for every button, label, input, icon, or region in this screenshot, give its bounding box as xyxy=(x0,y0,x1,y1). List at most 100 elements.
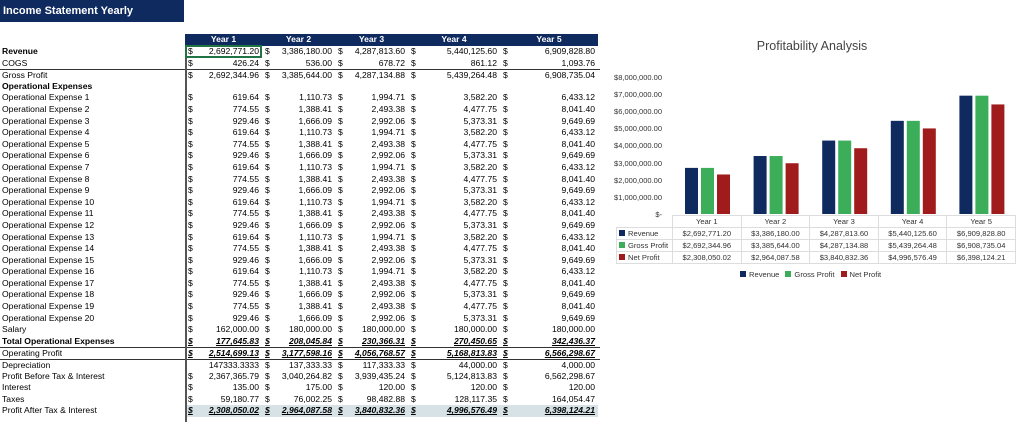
value-cell[interactable]: $6,433.12 xyxy=(500,162,598,174)
value-cell[interactable]: $4,996,576.49 xyxy=(408,405,500,417)
value-cell[interactable]: $929.46 xyxy=(185,185,262,197)
value-cell[interactable]: $180,000.00 xyxy=(335,324,408,336)
value-cell[interactable]: $4,477.75 xyxy=(408,104,500,116)
value-cell[interactable]: $1,388.41 xyxy=(262,139,335,151)
value-cell[interactable]: $2,493.38 xyxy=(335,104,408,116)
value-cell[interactable]: $3,582.20 xyxy=(408,127,500,139)
value-cell[interactable]: $1,388.41 xyxy=(262,104,335,116)
value-cell[interactable]: $1,994.71 xyxy=(335,162,408,174)
value-cell[interactable]: $619.64 xyxy=(185,127,262,139)
value-cell[interactable]: $536.00 xyxy=(262,58,335,70)
value-cell[interactable]: $1,666.09 xyxy=(262,185,335,197)
value-cell[interactable]: $5,373.31 xyxy=(408,255,500,267)
value-cell[interactable]: $2,367,365.79 xyxy=(185,371,262,383)
value-cell[interactable]: $270,450.65 xyxy=(408,336,500,348)
value-cell[interactable]: $1,388.41 xyxy=(262,174,335,186)
value-cell[interactable]: $4,477.75 xyxy=(408,301,500,313)
value-cell[interactable]: $774.55 xyxy=(185,243,262,255)
value-cell[interactable]: $2,964,087.58 xyxy=(262,405,335,417)
value-cell[interactable]: $8,041.40 xyxy=(500,278,598,290)
value-cell[interactable]: $861.12 xyxy=(408,58,500,70)
value-cell[interactable]: $929.46 xyxy=(185,220,262,232)
value-cell[interactable]: $2,493.38 xyxy=(335,139,408,151)
value-cell[interactable]: $2,992.06 xyxy=(335,150,408,162)
value-cell[interactable]: $929.46 xyxy=(185,289,262,301)
value-cell[interactable]: $120.00 xyxy=(500,382,598,394)
value-cell[interactable]: $5,373.31 xyxy=(408,220,500,232)
value-cell[interactable]: 147333.3333 xyxy=(185,360,262,371)
value-cell[interactable]: $8,041.40 xyxy=(500,208,598,220)
value-cell[interactable]: $2,493.38 xyxy=(335,174,408,186)
value-cell[interactable]: $2,992.06 xyxy=(335,289,408,301)
value-cell[interactable]: $4,287,134.88 xyxy=(335,70,408,81)
value-cell[interactable]: $619.64 xyxy=(185,197,262,209)
value-cell[interactable]: $3,582.20 xyxy=(408,266,500,278)
value-cell[interactable]: $9,649.69 xyxy=(500,220,598,232)
value-cell[interactable]: $4,477.75 xyxy=(408,174,500,186)
value-cell[interactable]: $6,566,298.67 xyxy=(500,348,598,359)
value-cell[interactable]: $4,477.75 xyxy=(408,278,500,290)
value-cell[interactable]: $3,385,644.00 xyxy=(262,70,335,81)
value-cell[interactable]: $1,388.41 xyxy=(262,278,335,290)
value-cell[interactable]: $929.46 xyxy=(185,150,262,162)
value-cell[interactable]: $2,992.06 xyxy=(335,255,408,267)
value-cell[interactable]: $162,000.00 xyxy=(185,324,262,336)
value-cell[interactable]: $3,177,598.16 xyxy=(262,348,335,359)
value-cell[interactable]: $1,666.09 xyxy=(262,116,335,128)
value-cell[interactable]: $619.64 xyxy=(185,232,262,244)
value-cell[interactable]: $2,992.06 xyxy=(335,220,408,232)
value-cell[interactable]: $8,041.40 xyxy=(500,301,598,313)
value-cell[interactable]: $6,909,828.80 xyxy=(500,46,598,58)
value-cell[interactable]: $1,110.73 xyxy=(262,127,335,139)
value-cell[interactable]: $1,994.71 xyxy=(335,197,408,209)
value-cell[interactable]: $426.24 xyxy=(185,58,262,70)
value-cell[interactable]: $180,000.00 xyxy=(408,324,500,336)
value-cell[interactable]: $1,110.73 xyxy=(262,266,335,278)
value-cell[interactable]: $9,649.69 xyxy=(500,255,598,267)
value-cell[interactable]: $4,477.75 xyxy=(408,243,500,255)
value-cell[interactable]: $1,110.73 xyxy=(262,162,335,174)
value-cell[interactable]: $9,649.69 xyxy=(500,313,598,325)
value-cell[interactable]: $2,493.38 xyxy=(335,278,408,290)
value-cell[interactable]: $619.64 xyxy=(185,266,262,278)
value-cell[interactable]: $1,388.41 xyxy=(262,301,335,313)
value-cell[interactable]: $6,433.12 xyxy=(500,197,598,209)
value-cell[interactable]: $6,433.12 xyxy=(500,127,598,139)
value-cell[interactable]: $619.64 xyxy=(185,92,262,104)
value-cell[interactable]: $3,582.20 xyxy=(408,232,500,244)
value-cell[interactable]: $4,287,813.60 xyxy=(335,46,408,58)
value-cell[interactable]: $2,493.38 xyxy=(335,243,408,255)
value-cell[interactable]: $2,692,344.96 xyxy=(185,70,262,81)
value-cell[interactable]: $1,388.41 xyxy=(262,243,335,255)
value-cell[interactable]: $5,373.31 xyxy=(408,289,500,301)
value-cell[interactable]: $1,666.09 xyxy=(262,289,335,301)
value-cell[interactable]: $774.55 xyxy=(185,301,262,313)
value-cell[interactable]: $619.64 xyxy=(185,162,262,174)
value-cell[interactable]: $175.00 xyxy=(262,382,335,394)
value-cell[interactable]: $929.46 xyxy=(185,255,262,267)
value-cell[interactable]: $9,649.69 xyxy=(500,185,598,197)
value-cell[interactable]: $1,666.09 xyxy=(262,313,335,325)
value-cell[interactable]: $164,054.47 xyxy=(500,394,598,406)
value-cell[interactable]: $6,562,298.67 xyxy=(500,371,598,383)
value-cell[interactable]: $177,645.83 xyxy=(185,336,262,348)
value-cell[interactable]: $3,939,435.24 xyxy=(335,371,408,383)
value-cell[interactable]: $8,041.40 xyxy=(500,174,598,186)
value-cell[interactable]: $6,398,124.21 xyxy=(500,405,598,417)
value-cell[interactable]: $1,666.09 xyxy=(262,220,335,232)
value-cell[interactable]: $5,373.31 xyxy=(408,185,500,197)
value-cell[interactable]: $8,041.40 xyxy=(500,139,598,151)
value-cell[interactable]: $2,992.06 xyxy=(335,313,408,325)
value-cell[interactable]: $230,366.31 xyxy=(335,336,408,348)
value-cell[interactable]: $1,994.71 xyxy=(335,232,408,244)
value-cell[interactable]: $2,992.06 xyxy=(335,185,408,197)
value-cell[interactable]: $59,180.77 xyxy=(185,394,262,406)
value-cell[interactable]: $342,436.37 xyxy=(500,336,598,348)
value-cell[interactable]: $4,000.00 xyxy=(500,360,598,371)
value-cell[interactable]: $1,666.09 xyxy=(262,255,335,267)
value-cell[interactable]: $5,124,813.83 xyxy=(408,371,500,383)
value-cell[interactable]: $1,093.76 xyxy=(500,58,598,70)
value-cell[interactable]: $6,433.12 xyxy=(500,232,598,244)
value-cell[interactable]: $9,649.69 xyxy=(500,116,598,128)
value-cell[interactable]: $98,482.88 xyxy=(335,394,408,406)
